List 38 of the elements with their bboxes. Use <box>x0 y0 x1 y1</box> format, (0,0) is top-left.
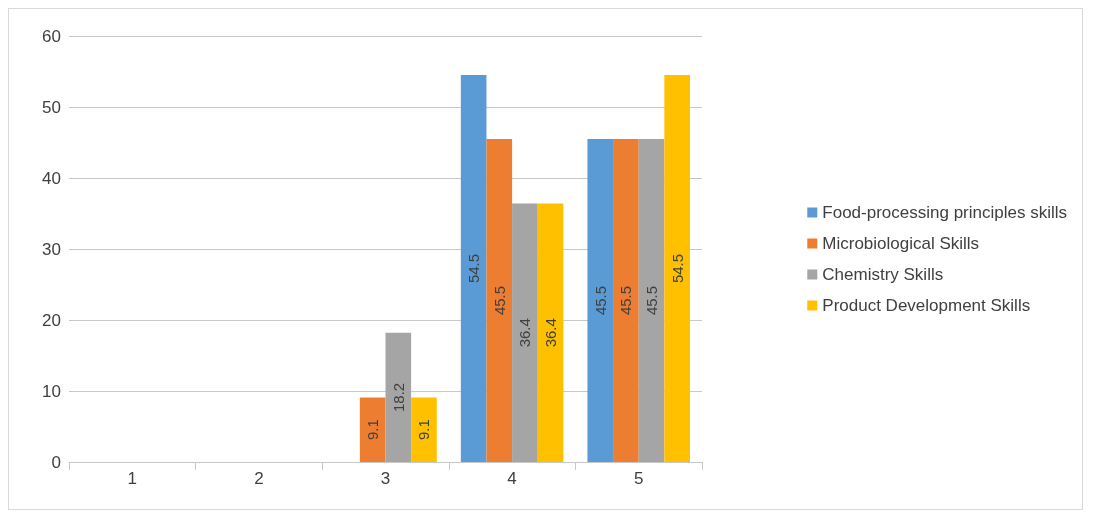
legend-label: Chemistry Skills <box>822 265 944 284</box>
y-tick-label: 0 <box>51 452 61 472</box>
data-label: 9.1 <box>415 419 433 441</box>
data-label: 54.5 <box>465 253 483 284</box>
data-label: 45.5 <box>643 285 661 316</box>
y-tick-label: 50 <box>42 97 61 117</box>
data-label: 45.5 <box>617 285 635 316</box>
bar <box>537 203 564 462</box>
x-tick-label: 4 <box>507 469 517 488</box>
legend-label: Microbiological Skills <box>822 234 980 253</box>
data-label: 36.4 <box>516 318 534 348</box>
data-label: 36.4 <box>542 318 560 348</box>
x-tick-label: 2 <box>254 469 264 488</box>
x-tick-label: 3 <box>380 469 391 488</box>
data-label: 45.5 <box>490 285 508 316</box>
bar <box>460 75 487 462</box>
data-label: 54.5 <box>668 253 686 284</box>
legend-label: Product Development Skills <box>822 296 1031 315</box>
bar <box>664 75 690 462</box>
bar <box>486 138 513 462</box>
data-label: 9.1 <box>364 419 382 441</box>
bar <box>385 332 412 462</box>
y-tick-label: 30 <box>42 239 61 259</box>
y-tick-label: 10 <box>42 381 61 401</box>
data-label: 18.2 <box>389 382 407 412</box>
bar <box>638 138 665 462</box>
bar <box>587 138 614 462</box>
data-label: 45.5 <box>591 285 609 316</box>
y-tick-label: 40 <box>42 168 61 188</box>
x-tick-label: 1 <box>127 469 138 488</box>
bar <box>512 203 538 462</box>
bar <box>359 397 386 462</box>
x-tick-label: 5 <box>633 469 644 488</box>
bar <box>411 397 437 462</box>
bar <box>613 138 639 462</box>
legend-label: Food-processing principles skills <box>822 203 1068 222</box>
y-tick-label: 60 <box>42 26 61 46</box>
y-tick-label: 20 <box>42 310 61 330</box>
